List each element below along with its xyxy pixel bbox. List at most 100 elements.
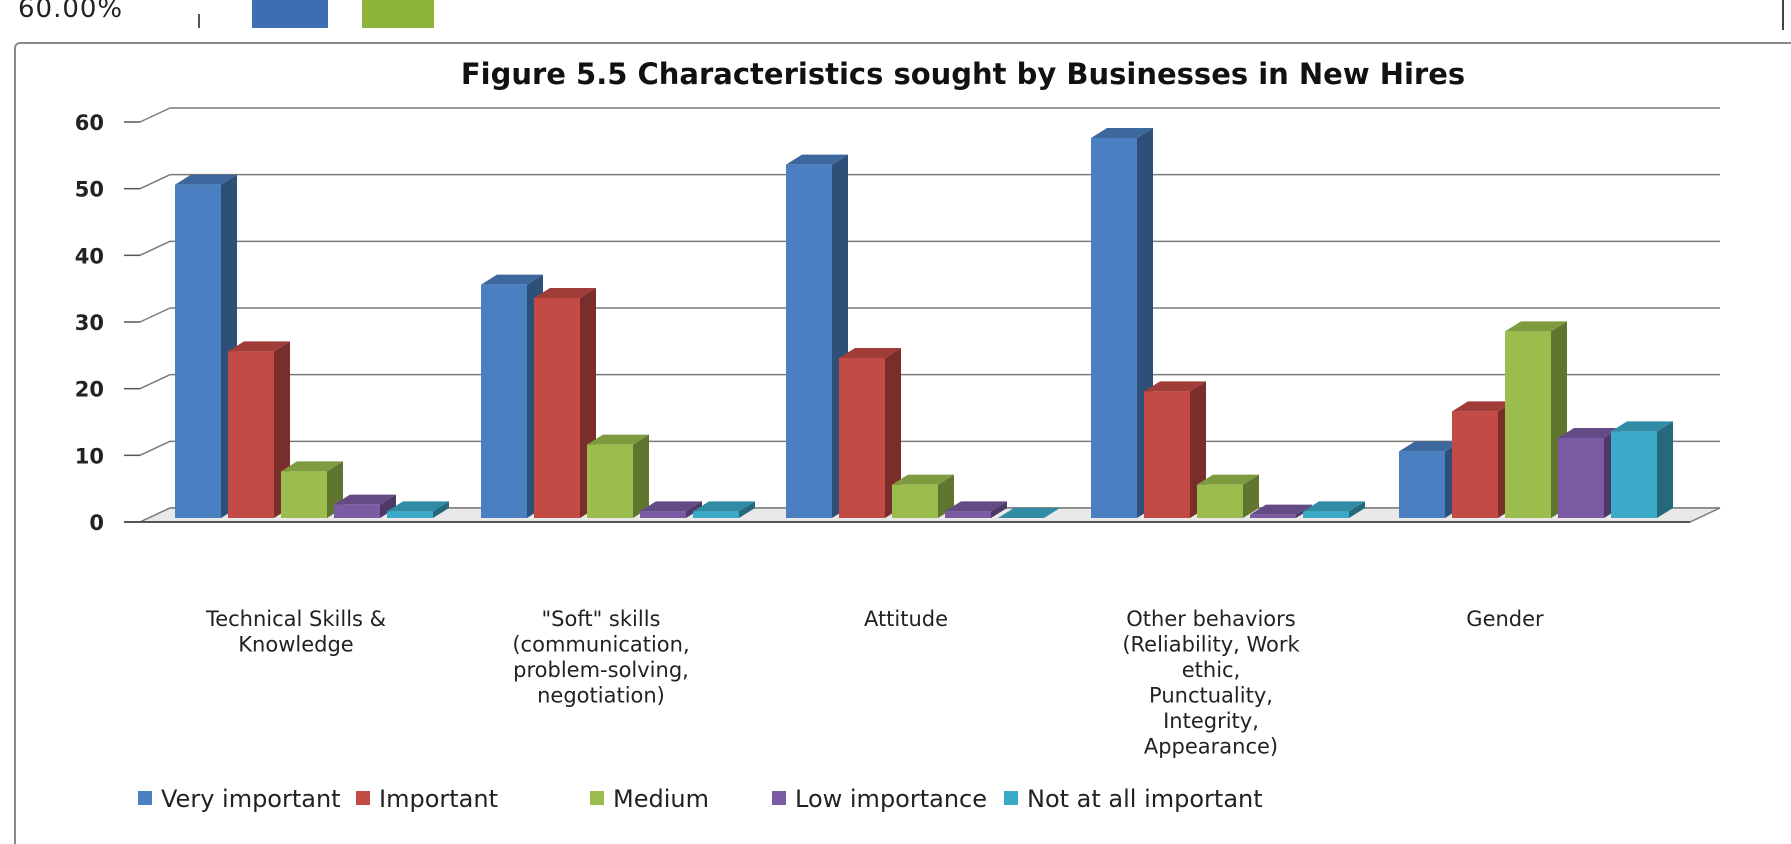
y-tick-label: 50	[75, 178, 104, 202]
legend-swatch	[1004, 791, 1018, 805]
bar-top	[1250, 504, 1312, 515]
bar-front	[281, 471, 327, 518]
bar-front	[1611, 431, 1657, 518]
bar-top	[1505, 321, 1567, 332]
bar-not-at-all-important	[387, 501, 449, 518]
bar-top	[1303, 501, 1365, 512]
legend-item: Low importance	[772, 785, 987, 813]
legend-item: Important	[356, 785, 498, 813]
legend-swatch	[590, 791, 604, 805]
bar-side	[433, 501, 449, 518]
bar-very-important	[175, 174, 237, 518]
bar-front	[334, 504, 380, 518]
bar-side	[380, 494, 396, 518]
bar-low-importance	[945, 501, 1007, 518]
cropped-frame-edge	[1782, 0, 1784, 30]
bar-low-importance	[334, 494, 396, 518]
legend-label: Very important	[161, 785, 341, 813]
category-label-line: (Reliability, Work	[1122, 633, 1300, 657]
category-label-line: Technical Skills &	[205, 607, 386, 631]
bar-front	[228, 351, 274, 518]
category-label-line: (communication,	[512, 633, 689, 657]
legend-label: Not at all important	[1027, 785, 1263, 813]
bar-medium	[587, 434, 649, 518]
bar-side	[633, 434, 649, 518]
category-label-line: Integrity,	[1163, 709, 1259, 733]
bar-medium	[1197, 474, 1259, 518]
gridline-depth	[139, 240, 171, 257]
chart-title: Figure 5.5 Characteristics sought by Bus…	[461, 57, 1465, 91]
category-label-line: Punctuality,	[1149, 684, 1273, 708]
bar-front	[587, 444, 633, 518]
gridline-depth	[139, 307, 171, 323]
bar-top	[945, 501, 1007, 512]
bar-front	[387, 511, 433, 518]
bar-top	[334, 494, 396, 505]
bar-front	[175, 184, 221, 518]
legend-item: Medium	[590, 785, 709, 813]
cropped-percent-label: 60.00%	[18, 0, 124, 24]
bar-top	[228, 341, 290, 352]
category-label-line: Appearance)	[1144, 735, 1278, 759]
category-label-line: Knowledge	[238, 633, 353, 657]
bar-low-importance	[1558, 428, 1620, 518]
gridline-depth	[139, 440, 171, 457]
bar-side	[686, 501, 702, 518]
bar-top	[534, 288, 596, 298]
bar-front	[1091, 138, 1137, 518]
bar-front	[534, 298, 580, 518]
x-axis-labels: Technical Skills & Knowledge "Soft" skills…	[205, 607, 1544, 759]
bar-not-at-all-important	[1303, 501, 1365, 518]
bar-very-important	[1399, 441, 1461, 518]
category-label-line: Gender	[1466, 607, 1544, 631]
y-tick-label: 0	[89, 511, 104, 535]
bar-top	[1558, 428, 1620, 438]
bar-front	[1452, 411, 1498, 518]
gridline-depth	[139, 373, 171, 390]
bar-side	[938, 474, 954, 518]
bar-important	[1144, 381, 1206, 518]
y-tick-label: 10	[75, 444, 104, 468]
bar-side	[885, 348, 901, 518]
bar-top	[640, 501, 702, 512]
cropped-previous-chart: 60.00%	[0, 0, 1791, 30]
bar-front	[1303, 511, 1349, 518]
legend-label: Low importance	[795, 785, 987, 813]
bar-side	[1349, 501, 1365, 518]
category-label-line: negotiation)	[537, 684, 665, 708]
bar-top	[786, 154, 848, 165]
bar-front	[1250, 514, 1296, 518]
legend-swatch	[772, 791, 786, 805]
bar-top	[387, 501, 449, 512]
bar-top	[1144, 381, 1206, 392]
bar-side	[991, 501, 1007, 518]
bar-front	[481, 284, 527, 518]
category-label-line: ethic,	[1182, 658, 1241, 682]
bar-top	[839, 348, 901, 358]
category-label: Other behaviors (Reliability, Work ethic, P…	[1122, 607, 1300, 759]
bar-low-importance	[640, 501, 702, 518]
category-label: Technical Skills & Knowledge	[205, 607, 386, 657]
legend-item: Not at all important	[1004, 785, 1263, 813]
cropped-green-bar	[362, 0, 434, 28]
gridline-depth	[139, 107, 171, 123]
bar-front	[693, 511, 739, 518]
y-tick-label: 30	[75, 311, 104, 335]
category-label: Gender	[1466, 607, 1544, 631]
category-label-line: problem-solving,	[513, 658, 689, 682]
legend-label: Important	[379, 785, 498, 813]
bar-side	[1243, 474, 1259, 518]
category-label: Attitude	[864, 607, 948, 631]
y-tick-label: 40	[75, 244, 104, 268]
bar-front	[1144, 391, 1190, 518]
bar-top	[892, 474, 954, 485]
bar-front	[786, 164, 832, 518]
y-axis: 0 10 20 30 40 50 60	[75, 111, 1690, 535]
cropped-axis-tick	[198, 14, 200, 28]
bar-front	[1399, 451, 1445, 518]
legend-label: Medium	[613, 785, 709, 813]
bar-medium	[1505, 321, 1567, 518]
bar-medium	[892, 474, 954, 518]
legend-swatch	[138, 791, 152, 805]
